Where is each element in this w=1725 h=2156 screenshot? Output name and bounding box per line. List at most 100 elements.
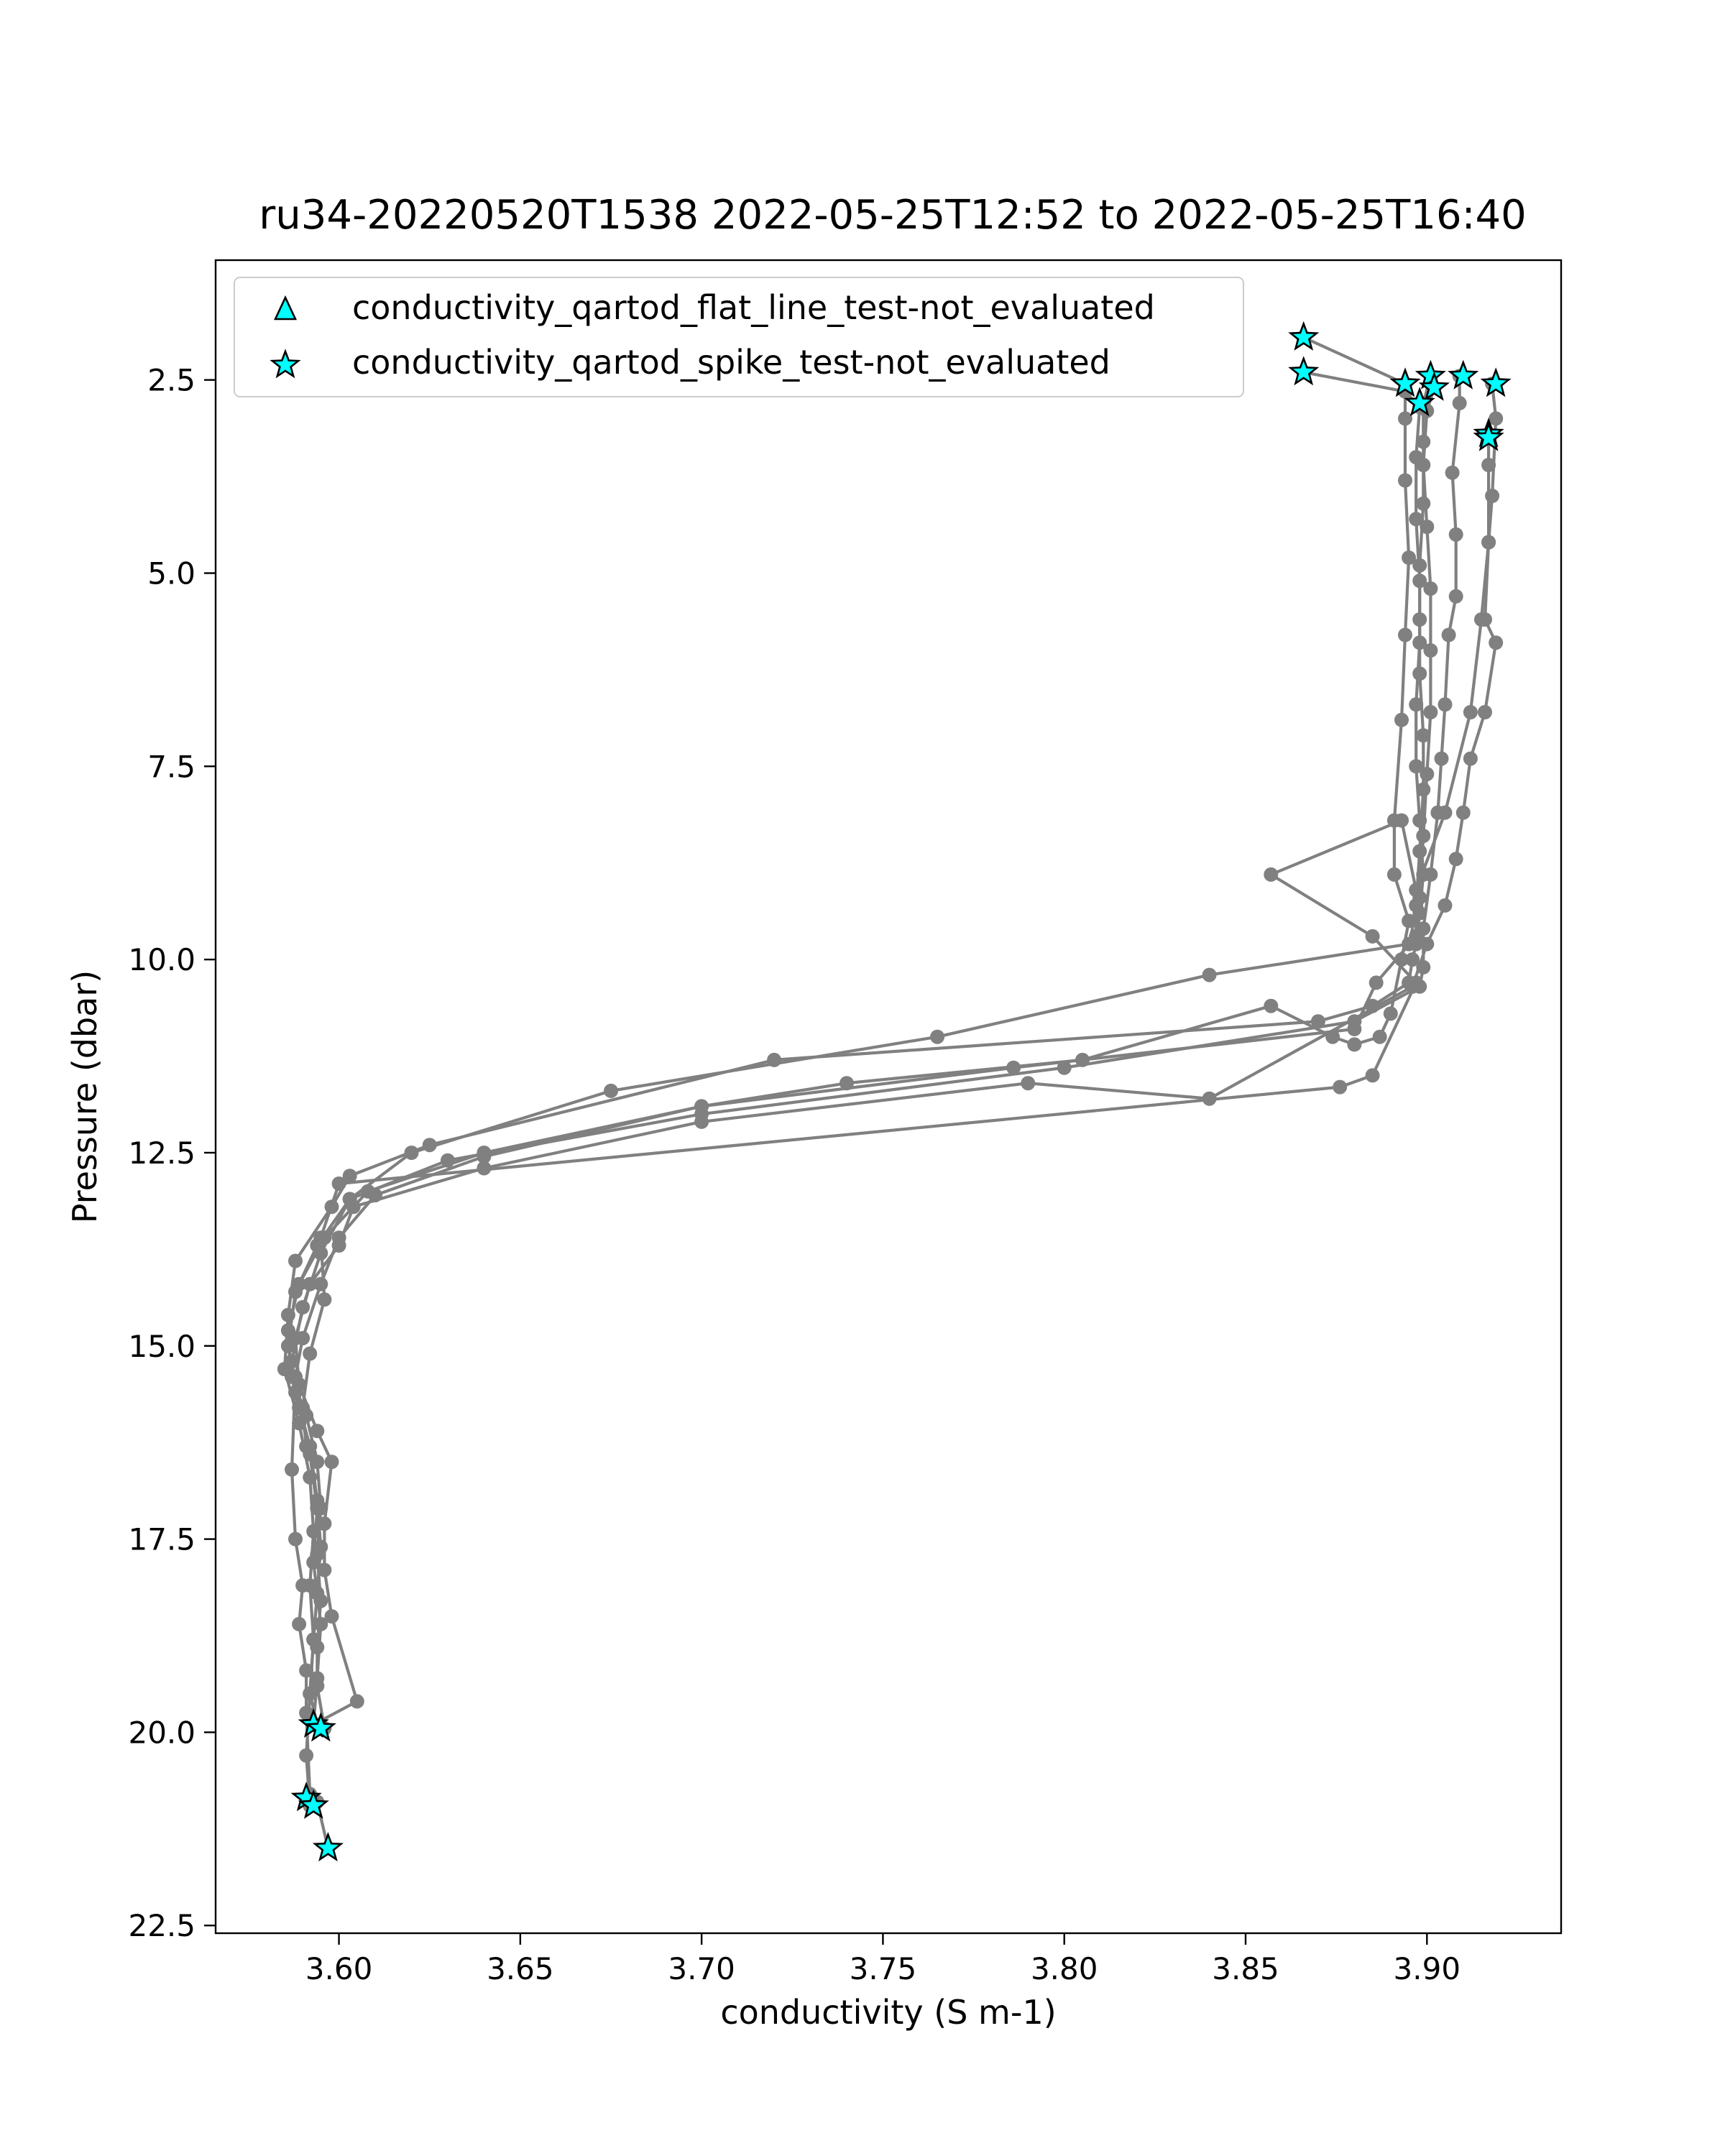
profile-point bbox=[303, 1276, 318, 1291]
profile-point bbox=[317, 1292, 332, 1307]
profile-point bbox=[1438, 898, 1453, 913]
profile-point bbox=[1394, 813, 1409, 828]
y-tick-label: 10.0 bbox=[128, 942, 196, 977]
profile-line-3 bbox=[286, 375, 1432, 1729]
x-tick-label: 3.90 bbox=[1394, 1951, 1461, 1986]
profile-point bbox=[317, 1562, 332, 1577]
x-tick-label: 3.80 bbox=[1031, 1951, 1098, 1986]
profile-point bbox=[1394, 712, 1409, 727]
profile-point bbox=[1333, 1079, 1348, 1095]
profile-point bbox=[306, 1632, 321, 1647]
profile-point bbox=[1448, 852, 1463, 867]
profile-point bbox=[1455, 805, 1471, 820]
profile-point bbox=[1478, 705, 1492, 719]
profile-point bbox=[1423, 643, 1438, 658]
profile-point bbox=[317, 1516, 332, 1531]
profile-point bbox=[288, 1284, 303, 1299]
legend-box bbox=[234, 277, 1244, 397]
profile-point bbox=[1416, 458, 1431, 472]
profile-point bbox=[285, 1462, 299, 1477]
profile-point bbox=[1412, 612, 1427, 627]
profile-point bbox=[313, 1616, 328, 1631]
spike-test-star-marker bbox=[1448, 359, 1479, 390]
profile-point bbox=[292, 1377, 307, 1392]
profile-point bbox=[310, 1671, 325, 1686]
profile-point bbox=[440, 1153, 455, 1168]
profile-point bbox=[1412, 666, 1427, 681]
profile-point bbox=[288, 1531, 303, 1547]
spike-test-star-marker bbox=[1418, 371, 1450, 401]
profile-point bbox=[1409, 759, 1424, 774]
profile-point bbox=[1423, 705, 1438, 719]
profile-point bbox=[1489, 411, 1504, 426]
y-tick-label: 2.5 bbox=[147, 363, 196, 398]
profile-point bbox=[1445, 465, 1460, 480]
profile-point bbox=[1416, 782, 1431, 797]
plot-layer bbox=[277, 330, 1504, 1856]
x-axis-label: conductivity (S m-1) bbox=[720, 1993, 1056, 2032]
profile-point bbox=[1409, 883, 1424, 898]
spike-test-star-marker bbox=[1288, 356, 1320, 386]
profile-point bbox=[1416, 921, 1431, 936]
spike-test-star-marker bbox=[1404, 387, 1435, 417]
chart-title: ru34-20220520T1538 2022-05-25T12:52 to 2… bbox=[259, 192, 1526, 239]
profile-point bbox=[1398, 627, 1412, 642]
profile-point bbox=[1398, 473, 1412, 488]
legend-label-spike: conductivity_qartod_spike_test-not_evalu… bbox=[352, 343, 1110, 382]
profile-point bbox=[1441, 627, 1456, 642]
profile-point bbox=[324, 1455, 339, 1470]
profile-point bbox=[310, 1493, 325, 1508]
profile-point bbox=[930, 1029, 945, 1044]
profile-point bbox=[324, 1609, 339, 1624]
profile-point bbox=[310, 1424, 325, 1439]
profile-point bbox=[1463, 751, 1478, 766]
profile-point bbox=[1434, 751, 1449, 766]
x-tick-label: 3.60 bbox=[305, 1951, 373, 1986]
spike-test-star-marker bbox=[298, 1789, 329, 1819]
profile-point bbox=[1386, 867, 1402, 882]
profile-point bbox=[1383, 1006, 1398, 1021]
x-axis: 3.60 3.65 3.70 3.75 3.80 3.85 3.90 bbox=[305, 1933, 1460, 1986]
profile-point bbox=[1310, 1014, 1325, 1029]
y-tick-label: 20.0 bbox=[128, 1715, 196, 1750]
profile-point bbox=[404, 1146, 419, 1160]
profile-point bbox=[1416, 728, 1431, 743]
profile-point bbox=[346, 1199, 361, 1215]
profile-point bbox=[1347, 1037, 1362, 1052]
profile-point bbox=[1420, 767, 1435, 782]
plot-frame bbox=[214, 259, 1563, 1935]
profile-point bbox=[604, 1083, 618, 1098]
profile-point bbox=[1409, 975, 1424, 990]
profile-point bbox=[1420, 520, 1435, 534]
profile-point bbox=[1365, 929, 1380, 944]
profile-point bbox=[1006, 1060, 1021, 1075]
profile-point bbox=[1398, 411, 1412, 426]
profile-point bbox=[1420, 936, 1435, 952]
profile-point bbox=[288, 1331, 303, 1345]
profile-point bbox=[1423, 581, 1438, 596]
profile-point bbox=[1402, 550, 1417, 565]
profile-point bbox=[1416, 496, 1431, 511]
y-tick-label: 15.0 bbox=[128, 1329, 196, 1364]
profile-point bbox=[1474, 612, 1489, 627]
profile-point bbox=[1405, 952, 1420, 967]
x-tick-label: 3.65 bbox=[487, 1951, 554, 1986]
spike-test-star-marker bbox=[1480, 367, 1512, 397]
profile-point bbox=[1438, 805, 1453, 820]
profile-line-1 bbox=[290, 336, 1411, 1849]
spike-test-star-marker bbox=[305, 1712, 336, 1742]
profile-point bbox=[303, 1346, 318, 1361]
y-tick-label: 22.5 bbox=[128, 1908, 196, 1943]
y-tick-label: 7.5 bbox=[147, 749, 196, 784]
profile-point bbox=[1438, 697, 1453, 712]
profile-point bbox=[1057, 1060, 1072, 1075]
profile-point bbox=[331, 1238, 346, 1253]
profile-point bbox=[1409, 512, 1424, 527]
profile-point bbox=[1452, 395, 1467, 410]
profile-point bbox=[306, 1554, 321, 1570]
profile-point bbox=[1264, 998, 1279, 1013]
profile-point bbox=[1481, 458, 1496, 472]
profile-point bbox=[1365, 1068, 1380, 1083]
legend-triangle-marker-icon bbox=[273, 295, 298, 321]
